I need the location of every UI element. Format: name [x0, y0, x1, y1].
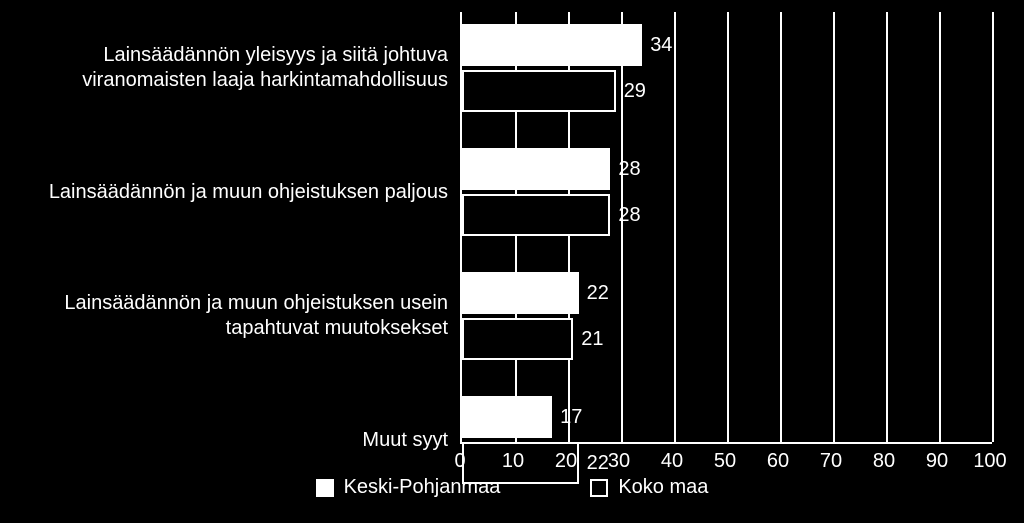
- chart-legend: Keski-Pohjanmaa Koko maa: [0, 476, 1024, 499]
- x-tick-label: 80: [873, 450, 895, 473]
- bar-plot: 3429282822211722: [460, 12, 992, 444]
- category-label: Lainsäädännön ja muun ohjeistuksen paljo…: [8, 180, 460, 205]
- x-tick-label: 50: [714, 450, 736, 473]
- bar-value-label: 17: [560, 396, 582, 438]
- legend-swatch-icon: [316, 479, 334, 497]
- bar-value-label: 28: [618, 148, 640, 190]
- x-tick-label: 20: [555, 450, 577, 473]
- legend-label: Keski-Pohjanmaa: [344, 476, 501, 498]
- x-tick-label: 100: [973, 450, 1006, 473]
- x-tick-label: 10: [502, 450, 524, 473]
- bar-value-label: 21: [581, 318, 603, 360]
- gridline: [939, 12, 941, 442]
- gridline: [780, 12, 782, 442]
- bar: [462, 396, 552, 438]
- category-labels: Lainsäädännön yleisyys ja siitä johtuva …: [0, 0, 460, 523]
- gridline: [992, 12, 994, 442]
- category-label: Muut syyt: [8, 428, 460, 453]
- bar: [462, 318, 573, 360]
- x-tick-label: 40: [661, 450, 683, 473]
- x-tick-label: 70: [820, 450, 842, 473]
- bar: [462, 272, 579, 314]
- gridline: [727, 12, 729, 442]
- bar: [462, 70, 616, 112]
- gridline: [833, 12, 835, 442]
- category-label: Lainsäädännön yleisyys ja siitä johtuva …: [8, 43, 460, 93]
- x-tick-label: 90: [926, 450, 948, 473]
- legend-label: Koko maa: [618, 476, 708, 498]
- legend-swatch-icon: [590, 479, 608, 497]
- gridline: [674, 12, 676, 442]
- bar-value-label: 29: [624, 70, 646, 112]
- bar: [462, 24, 642, 66]
- bar-value-label: 34: [650, 24, 672, 66]
- bar-value-label: 22: [587, 272, 609, 314]
- bar-value-label: 28: [618, 194, 640, 236]
- chart-stage: Lainsäädännön yleisyys ja siitä johtuva …: [0, 0, 1024, 523]
- x-tick-label: 30: [608, 450, 630, 473]
- bar: [462, 148, 610, 190]
- x-tick-label: 0: [454, 450, 465, 473]
- legend-item: Koko maa: [590, 476, 708, 499]
- bar: [462, 194, 610, 236]
- legend-item: Keski-Pohjanmaa: [316, 476, 501, 499]
- category-label: Lainsäädännön ja muun ohjeistuksen usein…: [8, 291, 460, 341]
- x-tick-label: 60: [767, 450, 789, 473]
- gridline: [886, 12, 888, 442]
